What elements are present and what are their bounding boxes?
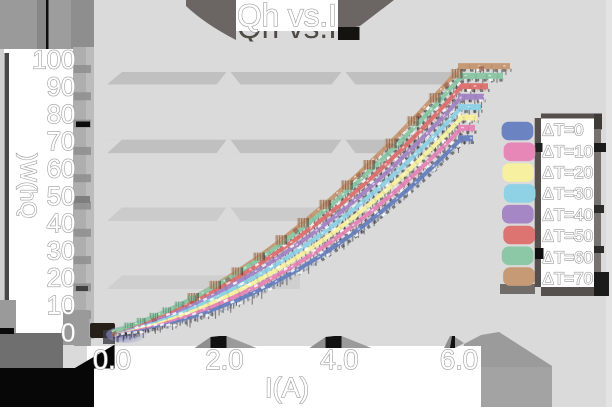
svg-text:60: 60 bbox=[47, 154, 76, 184]
svg-text:ΔT=70: ΔT=70 bbox=[543, 269, 594, 288]
svg-text:)W(hQ: )W(hQ bbox=[16, 154, 41, 219]
svg-text:ΔT=10: ΔT=10 bbox=[543, 142, 594, 161]
svg-text:ΔT=40: ΔT=40 bbox=[543, 205, 594, 224]
svg-text:ΔT=50: ΔT=50 bbox=[543, 227, 594, 246]
svg-text:100: 100 bbox=[32, 44, 75, 74]
svg-text:4.0: 4.0 bbox=[320, 344, 358, 375]
svg-text:50: 50 bbox=[47, 181, 76, 211]
svg-text:I(A): I(A) bbox=[265, 372, 309, 403]
svg-text:ΔT=0: ΔT=0 bbox=[543, 121, 584, 140]
svg-text:10: 10 bbox=[47, 290, 76, 320]
svg-text:ΔT=30: ΔT=30 bbox=[543, 184, 594, 203]
svg-text:Qh vs.I: Qh vs.I bbox=[237, 9, 337, 45]
svg-text:20: 20 bbox=[47, 263, 76, 293]
svg-text:0: 0 bbox=[61, 317, 75, 347]
svg-text:80: 80 bbox=[47, 99, 76, 129]
svg-text:90: 90 bbox=[47, 72, 76, 102]
svg-text:70: 70 bbox=[47, 126, 76, 156]
svg-text:2.0: 2.0 bbox=[205, 344, 243, 375]
svg-text:30: 30 bbox=[47, 235, 76, 265]
svg-text:0.0: 0.0 bbox=[93, 344, 131, 375]
svg-text:6.0: 6.0 bbox=[440, 344, 478, 375]
svg-text:40: 40 bbox=[47, 208, 76, 238]
svg-text:Qh vs.I: Qh vs.I bbox=[237, 0, 337, 33]
svg-text:ΔT=60: ΔT=60 bbox=[543, 248, 594, 267]
svg-text:ΔT=20: ΔT=20 bbox=[543, 163, 594, 182]
